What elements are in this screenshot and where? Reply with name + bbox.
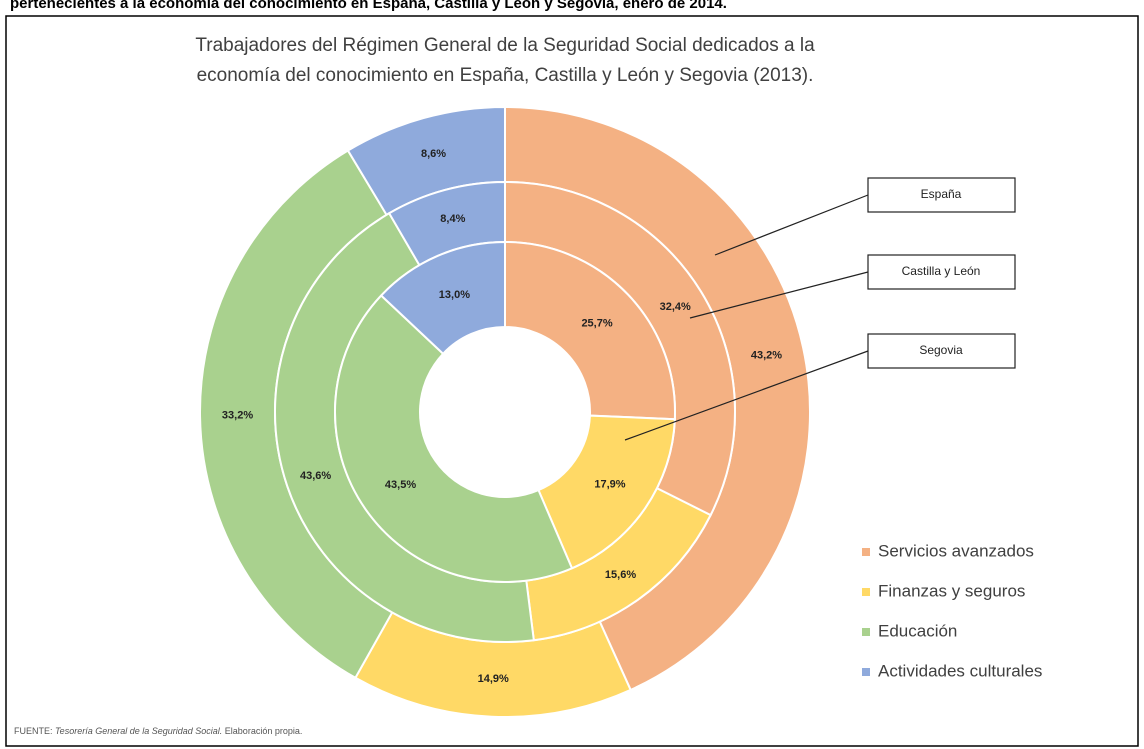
legend-label: Actividades culturales xyxy=(878,661,1042,680)
legend-swatch xyxy=(862,628,870,636)
leader-line xyxy=(714,194,869,256)
data-label: 43,6% xyxy=(300,470,331,482)
legend-label: Finanzas y seguros xyxy=(878,581,1025,600)
data-label: 8,4% xyxy=(440,213,465,225)
ring-label: España xyxy=(921,187,962,201)
ring-segment xyxy=(504,240,676,421)
ring-label-box xyxy=(867,333,1016,369)
legend-swatch xyxy=(862,548,870,556)
chart-title: Trabajadores del Régimen General de la S… xyxy=(195,35,815,56)
legend-swatch xyxy=(862,668,870,676)
data-label: 43,2% xyxy=(751,350,782,362)
legend-swatch xyxy=(862,588,870,596)
ring-segment xyxy=(379,240,506,356)
data-label: 43,5% xyxy=(385,479,416,491)
leader-line xyxy=(624,350,869,441)
data-label: 17,9% xyxy=(594,478,625,490)
ring-label-box xyxy=(867,254,1016,290)
data-label: 25,7% xyxy=(581,318,612,330)
ring-label: Segovia xyxy=(919,343,963,357)
data-label: 14,9% xyxy=(478,673,509,685)
leader-line xyxy=(689,271,869,319)
chart-title: economía del conocimiento en España, Cas… xyxy=(197,65,814,86)
legend-label: Servicios avanzados xyxy=(878,541,1034,560)
data-label: 15,6% xyxy=(605,569,636,581)
legend-label: Educación xyxy=(878,621,957,640)
frame xyxy=(5,15,1139,747)
ring-segment xyxy=(537,414,676,570)
data-label: 13,0% xyxy=(439,289,470,301)
ring-label-box xyxy=(867,177,1016,213)
source-italic: Tesorería General de la Seguridad Social… xyxy=(55,726,222,736)
source-suffix: Elaboración propia. xyxy=(222,726,302,736)
ring-segment xyxy=(334,294,574,583)
data-label: 8,6% xyxy=(421,148,446,160)
data-label: 32,4% xyxy=(660,301,691,313)
source: FUENTE: Tesorería General de la Segurida… xyxy=(14,726,302,736)
data-label: 33,2% xyxy=(222,410,253,422)
ring-label: Castilla y León xyxy=(902,264,981,278)
source-prefix: FUENTE: xyxy=(14,726,55,736)
caption: pertenecientes a la economía del conocim… xyxy=(10,0,727,12)
